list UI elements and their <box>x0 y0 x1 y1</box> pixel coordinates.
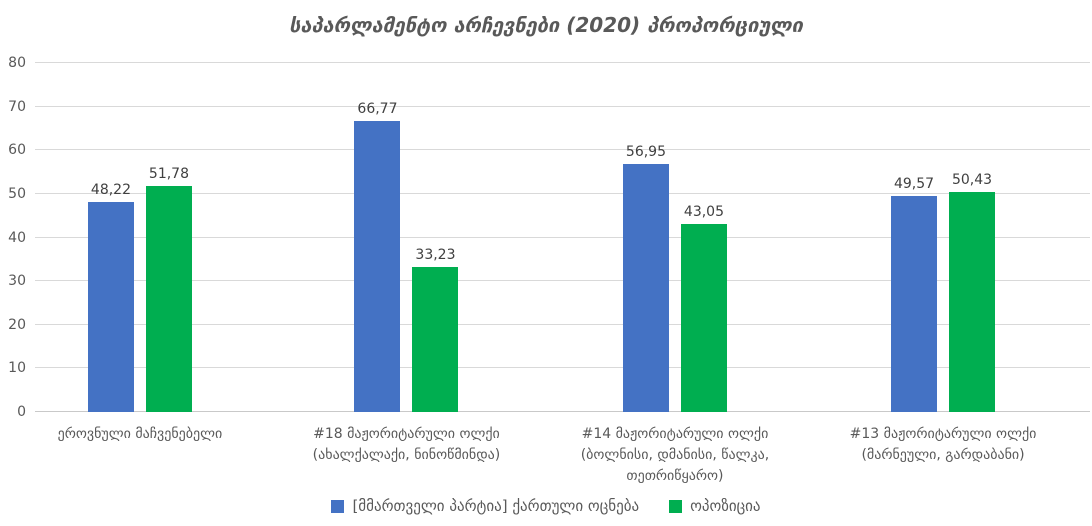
x-axis-line <box>35 411 1090 412</box>
legend: [მმართველი პარტია] ქართული ოცნება ოპოზიცი… <box>0 493 1092 519</box>
bar-group: 49,57 50,43 <box>891 63 996 412</box>
data-label: 66,77 <box>357 100 398 117</box>
data-label: 50,43 <box>951 172 993 188</box>
category-label-line: #18 მაჟორიტარული ოლქი <box>313 426 500 442</box>
plot-area: 48,22 51,78 66,77 33,23 56,95 43,05 49,57 50,43 <box>35 62 1090 412</box>
category-label: ეროვნული მაჩვენებელი <box>58 424 223 445</box>
y-tick-label: 0 <box>17 404 26 420</box>
category-label-line: ეროვნული მაჩვენებელი <box>57 426 223 442</box>
bar: 50,43 <box>949 172 996 412</box>
bar: 48,22 <box>87 182 134 412</box>
category-label-line: #13 მაჟორიტარული ოლქი <box>849 426 1037 442</box>
x-axis: ეროვნული მაჩვენებელი #18 მაჟორიტარული ოლქ… <box>35 424 1090 494</box>
category-label-line: თეთრიწყარო) <box>626 468 724 484</box>
bar-group: 56,95 43,05 <box>622 63 727 412</box>
y-tick-label: 20 <box>8 316 26 333</box>
category-label: #18 მაჟორიტარული ოლქი (ახალქალაქი, ნინოწმ… <box>313 424 501 466</box>
gridline <box>35 62 1090 63</box>
data-label: 48,22 <box>90 181 132 198</box>
y-tick-label: 10 <box>8 360 26 377</box>
bar: 43,05 <box>680 204 727 412</box>
category-label-line: (ახალქალაქი, ნინოწმინდა) <box>312 447 501 463</box>
gridline <box>35 367 1090 369</box>
category-label-line: #14 მაჟორიტარული ოლქი <box>581 426 769 442</box>
gridline <box>35 280 1090 282</box>
category-label-line: (მარნეული, გარდაბანი) <box>861 447 1025 463</box>
legend-item: ოპოზიცია <box>669 497 761 515</box>
y-tick-label: 60 <box>8 142 26 159</box>
y-axis: 0 10 20 30 40 50 60 70 80 <box>0 55 26 420</box>
bar-group: 48,22 51,78 <box>87 63 192 412</box>
bar-group: 66,77 33,23 <box>354 63 459 412</box>
y-tick-label: 50 <box>8 185 26 202</box>
data-label: 43,05 <box>683 204 724 221</box>
y-tick-label: 80 <box>8 55 26 71</box>
bar: 66,77 <box>354 101 401 412</box>
data-label: 56,95 <box>625 143 666 160</box>
gridline <box>35 236 1090 238</box>
y-tick-label: 40 <box>8 229 26 246</box>
category-label: #13 მაჟორიტარული ოლქი (მარნეული, გარდაბან… <box>850 424 1037 466</box>
bar: 33,23 <box>412 247 459 412</box>
y-tick-label: 30 <box>8 273 26 290</box>
gridline <box>35 105 1090 107</box>
legend-swatch <box>669 499 683 513</box>
data-label: 49,57 <box>893 175 935 192</box>
y-tick-label: 70 <box>8 98 26 115</box>
legend-label: [მმართველი პარტია] ქართული ოცნება <box>352 497 640 515</box>
category-label: #14 მაჟორიტარული ოლქი (ბოლნისი, დმანისი, … <box>581 424 770 487</box>
legend-item: [მმართველი პარტია] ქართული ოცნება <box>331 497 639 515</box>
chart-title: საპარლამენტო არჩევნები (2020) პროპორციულ… <box>289 13 803 37</box>
gridline <box>35 149 1090 151</box>
bar: 49,57 <box>891 176 938 412</box>
bar: 51,78 <box>145 166 192 412</box>
legend-swatch <box>331 499 345 513</box>
bar: 56,95 <box>622 144 669 412</box>
category-label-line: (ბოლნისი, დმანისი, წალკა, <box>580 447 770 463</box>
legend-label: ოპოზიცია <box>690 497 761 515</box>
data-label: 33,23 <box>415 247 456 264</box>
gridline <box>35 192 1090 194</box>
gridline <box>35 323 1090 325</box>
data-label: 51,78 <box>148 166 190 183</box>
